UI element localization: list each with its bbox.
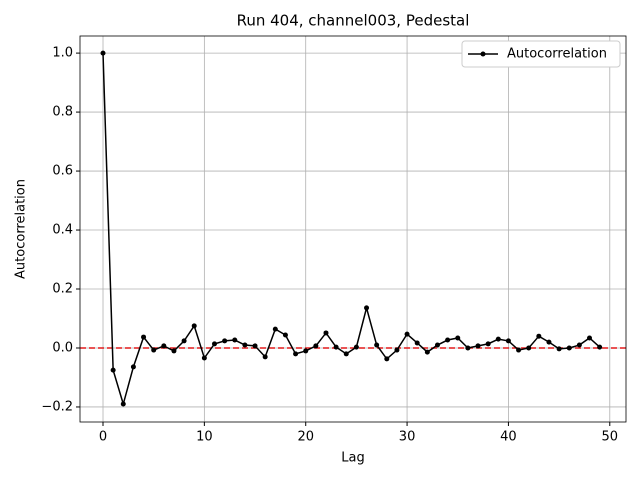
data-point <box>384 356 390 362</box>
data-point <box>495 336 501 342</box>
data-point <box>587 335 593 341</box>
y-tick-label: 1.0 <box>52 46 73 61</box>
data-point <box>141 334 147 340</box>
data-point <box>485 341 491 347</box>
legend-label: Autocorrelation <box>507 47 607 62</box>
plot-frame <box>79 35 627 423</box>
data-point <box>576 342 582 348</box>
data-point <box>333 344 339 350</box>
data-point <box>536 333 542 339</box>
data-point <box>424 349 430 355</box>
data-point <box>556 346 562 352</box>
y-axis-label: Autocorrelation <box>14 179 29 279</box>
data-point <box>546 339 552 345</box>
y-tick-label: 0.4 <box>52 223 73 238</box>
data-point <box>211 341 217 347</box>
data-point <box>222 338 228 344</box>
data-point <box>394 347 400 353</box>
data-point <box>445 337 451 343</box>
y-tick-label: 0.2 <box>52 282 73 297</box>
data-point <box>516 347 522 353</box>
x-tick-label: 20 <box>297 430 314 445</box>
y-tick-label: 0.6 <box>52 164 73 179</box>
data-point <box>455 335 461 341</box>
data-point <box>323 330 329 336</box>
data-point <box>465 345 471 351</box>
x-tick-label: 10 <box>196 430 213 445</box>
data-point <box>282 332 288 338</box>
x-axis-label: Lag <box>341 451 364 466</box>
data-point <box>526 345 532 351</box>
data-point <box>343 351 349 357</box>
chart-title: Run 404, channel003, Pedestal <box>237 12 470 30</box>
data-point <box>434 342 440 348</box>
data-point <box>597 344 603 350</box>
data-point <box>151 347 157 353</box>
data-point <box>232 337 238 343</box>
legend-marker <box>480 51 486 57</box>
data-point <box>201 355 207 361</box>
data-point <box>404 331 410 337</box>
data-point <box>272 326 278 332</box>
data-point <box>313 343 319 349</box>
y-tick-label: 0.0 <box>52 340 73 355</box>
data-point <box>181 338 187 344</box>
data-point <box>505 338 511 344</box>
data-point <box>130 364 136 370</box>
data-point <box>262 354 268 360</box>
data-point <box>414 340 420 346</box>
x-tick-label: 40 <box>500 430 517 445</box>
data-point <box>120 401 126 407</box>
data-point <box>161 343 167 349</box>
data-point <box>364 305 370 311</box>
y-tick-label: 0.8 <box>52 105 73 120</box>
x-tick-label: 0 <box>99 430 107 445</box>
data-point <box>252 343 258 349</box>
data-point <box>374 342 380 348</box>
x-tick-label: 30 <box>399 430 416 445</box>
data-point <box>110 367 116 373</box>
legend-box <box>461 40 621 68</box>
data-point <box>353 344 359 350</box>
data-point <box>191 323 197 329</box>
x-tick-label: 50 <box>602 430 619 445</box>
data-point <box>566 345 572 351</box>
data-point <box>242 342 248 348</box>
y-tick-label: −0.2 <box>41 399 73 414</box>
data-point <box>303 348 309 354</box>
data-point <box>293 351 299 357</box>
series-line <box>102 53 601 407</box>
data-point <box>171 348 177 354</box>
data-point <box>100 50 106 56</box>
data-point <box>475 343 481 349</box>
